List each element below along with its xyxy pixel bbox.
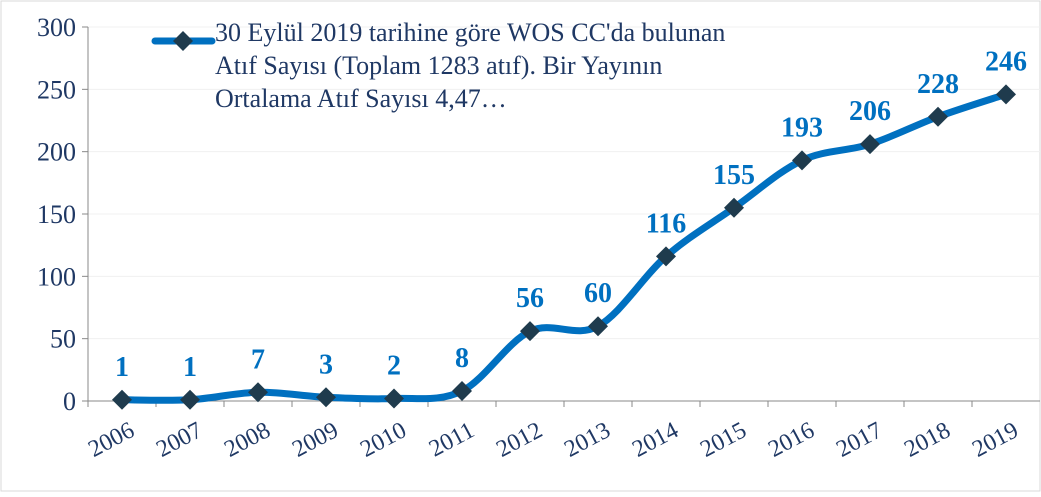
point-marker — [112, 389, 132, 410]
point-marker — [656, 246, 676, 267]
data-label: 116 — [646, 208, 686, 239]
point-marker — [452, 381, 472, 402]
y-tick-label: 0 — [63, 387, 76, 416]
data-label: 206 — [849, 96, 891, 127]
data-label: 1 — [115, 352, 129, 383]
y-tick-label: 200 — [37, 138, 76, 167]
data-label: 193 — [781, 112, 823, 143]
point-marker — [928, 106, 948, 127]
y-tick-label: 50 — [50, 325, 76, 354]
data-label: 246 — [985, 46, 1027, 77]
x-tick-label: 2015 — [696, 417, 751, 462]
x-tick-label: 2019 — [968, 417, 1023, 462]
data-label: 3 — [319, 349, 333, 380]
x-tick-label: 2008 — [220, 417, 275, 462]
x-tick-label: 2009 — [288, 417, 343, 462]
data-label: 228 — [917, 69, 959, 100]
point-marker — [792, 150, 812, 171]
x-tick-label: 2018 — [900, 417, 955, 462]
x-tick-label: 2017 — [832, 417, 887, 462]
x-tick-label: 2014 — [628, 417, 683, 462]
x-tick-label: 2013 — [560, 417, 615, 462]
x-tick-label: 2016 — [764, 417, 819, 462]
point-marker — [588, 316, 608, 337]
x-tick-label: 2006 — [84, 417, 139, 462]
data-label: 60 — [584, 278, 612, 309]
series-line — [118, 90, 1010, 404]
data-label: 2 — [387, 351, 401, 382]
x-tick-label: 2012 — [492, 417, 547, 462]
point-marker — [520, 321, 540, 342]
point-marker — [724, 197, 744, 218]
point-marker — [860, 134, 880, 155]
y-tick-label: 150 — [37, 200, 76, 229]
x-tick-label: 2010 — [356, 417, 411, 462]
y-tick-label: 300 — [37, 13, 76, 42]
data-label: 1 — [183, 352, 197, 383]
point-marker — [248, 382, 268, 403]
point-marker — [384, 388, 404, 409]
y-tick-label: 250 — [37, 75, 76, 104]
x-tick-label: 2007 — [152, 417, 207, 462]
data-label: 56 — [516, 283, 544, 314]
point-marker — [996, 84, 1016, 105]
x-tick-label: 2011 — [425, 417, 479, 462]
legend-marker — [173, 31, 193, 51]
legend-label: 30 Eylül 2019 tarihine göre WOS CC'da bu… — [215, 18, 726, 113]
point-marker — [316, 387, 336, 408]
point-marker — [180, 389, 200, 410]
data-label: 7 — [251, 344, 265, 375]
data-label: 155 — [713, 160, 755, 191]
y-tick-label: 100 — [37, 262, 76, 291]
data-label: 8 — [455, 343, 469, 374]
